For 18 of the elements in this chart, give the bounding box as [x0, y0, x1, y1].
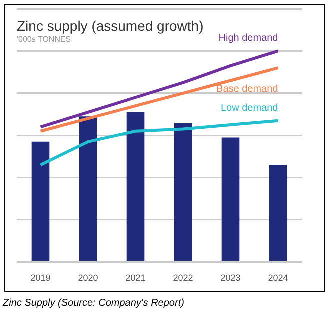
bar	[269, 165, 288, 262]
x-tick-label: 2020	[78, 273, 98, 284]
bar	[222, 138, 240, 262]
bar	[32, 142, 50, 262]
chart-title: Zinc supply (assumed growth)	[17, 18, 204, 34]
chart-subtitle: '000s TONNES	[17, 35, 72, 44]
series-label: High demand	[218, 33, 278, 44]
series-label: Base demand	[216, 84, 278, 96]
bar	[174, 122, 192, 262]
bar	[126, 112, 145, 262]
x-tick-label: 2021	[126, 273, 146, 284]
x-tick-label: 2022	[173, 273, 194, 284]
bar	[79, 116, 98, 262]
text: Zinc Supply (Source: Company's Report)	[3, 298, 184, 309]
series-label: Low demand	[220, 102, 278, 114]
x-tick-label: 2024	[268, 273, 288, 284]
x-tick-label: 2023	[220, 273, 241, 284]
x-tick-label: 2019	[30, 273, 51, 284]
